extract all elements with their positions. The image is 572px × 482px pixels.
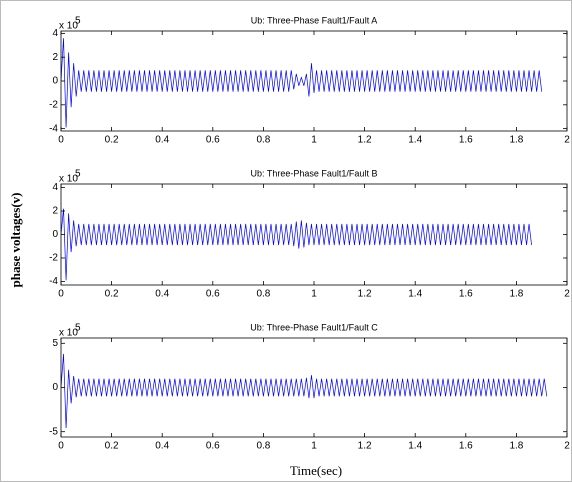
x-tick-label: 1 xyxy=(311,289,317,300)
y-tick-label: -2 xyxy=(49,99,58,110)
y-tick-label: 2 xyxy=(52,52,58,63)
x-tick-label: 0 xyxy=(58,289,64,300)
x-tick-label: 0.2 xyxy=(105,289,119,300)
x-tick-label: 1.8 xyxy=(509,441,523,452)
y-tick-label: -4 xyxy=(49,123,58,134)
x-tick-label: 0.4 xyxy=(155,441,169,452)
x-tick-label: 1 xyxy=(311,441,317,452)
x-tick-label: 0.4 xyxy=(155,289,169,300)
x-tick-label: 1.2 xyxy=(358,441,372,452)
y-tick-label: -4 xyxy=(49,276,58,287)
x-tick-label: 1.6 xyxy=(459,289,473,300)
x-tick-label: 0.8 xyxy=(256,441,270,452)
y-tick-label: 0 xyxy=(52,76,58,87)
x-tick-label: 0.2 xyxy=(105,135,119,146)
x-tick-label: 0.6 xyxy=(206,135,220,146)
y-exponent: 5 xyxy=(75,169,81,180)
ylabel-box xyxy=(6,170,28,310)
x-tick-label: 2 xyxy=(564,441,570,452)
x-tick-label: 0 xyxy=(58,135,64,146)
plot-area xyxy=(61,353,548,429)
y-tick-label: 4 xyxy=(52,182,58,193)
y-multiplier: x 10 xyxy=(59,21,78,32)
y-tick-label: 4 xyxy=(52,28,58,39)
y-tick-label: 0 xyxy=(52,229,58,240)
x-tick-label: 1.4 xyxy=(408,289,422,300)
x-tick-label: 1.6 xyxy=(459,135,473,146)
plot-area xyxy=(61,208,532,281)
y-multiplier: x 10 xyxy=(59,174,78,185)
y-exponent: 5 xyxy=(75,16,81,27)
subplot-title: Ub: Three-Phase Fault1/Fault B xyxy=(251,168,378,178)
x-tick-label: 1.4 xyxy=(408,441,422,452)
y-multiplier: x 10 xyxy=(59,328,78,339)
x-tick-label: 0.8 xyxy=(256,289,270,300)
x-tick-label: 0.4 xyxy=(155,135,169,146)
y-axis-label: phase voltages(v) xyxy=(8,193,23,288)
waveform xyxy=(61,38,543,128)
y-tick-label: -5 xyxy=(49,426,58,437)
x-tick-label: 0.8 xyxy=(256,135,270,146)
y-tick-label: 2 xyxy=(52,206,58,217)
x-tick-label: 1.6 xyxy=(459,441,473,452)
x-axis-label: Time(sec) xyxy=(290,463,342,478)
axes-background xyxy=(61,338,567,437)
y-tick-label: -2 xyxy=(49,253,58,264)
x-tick-label: 0 xyxy=(58,441,64,452)
x-tick-label: 1.4 xyxy=(408,135,422,146)
axes-box xyxy=(60,183,568,286)
axes-background xyxy=(61,184,567,285)
y-tick-label: 5 xyxy=(52,338,58,349)
plot-area xyxy=(61,38,543,128)
x-tick-label: 2 xyxy=(564,135,570,146)
x-tick-label: 1.2 xyxy=(358,289,372,300)
waveform xyxy=(61,353,548,429)
y-tick-label: 0 xyxy=(52,382,58,393)
axes-box xyxy=(60,30,568,132)
x-tick-label: 2 xyxy=(564,289,570,300)
waveform xyxy=(61,208,532,281)
subplot-title: Ub: Three-Phase Fault1/Fault A xyxy=(251,15,377,25)
axes-background xyxy=(61,31,567,131)
x-tick-label: 1.8 xyxy=(509,135,523,146)
x-tick-label: 0.6 xyxy=(206,289,220,300)
x-tick-label: 1 xyxy=(311,135,317,146)
y-exponent: 5 xyxy=(75,323,81,334)
subplot-title: Ub: Three-Phase Fault1/Fault C xyxy=(250,322,378,332)
x-tick-label: 1.2 xyxy=(358,135,372,146)
x-tick-label: 0.2 xyxy=(105,441,119,452)
x-tick-label: 1.8 xyxy=(509,289,523,300)
axes-box xyxy=(60,337,568,438)
x-tick-label: 0.6 xyxy=(206,441,220,452)
